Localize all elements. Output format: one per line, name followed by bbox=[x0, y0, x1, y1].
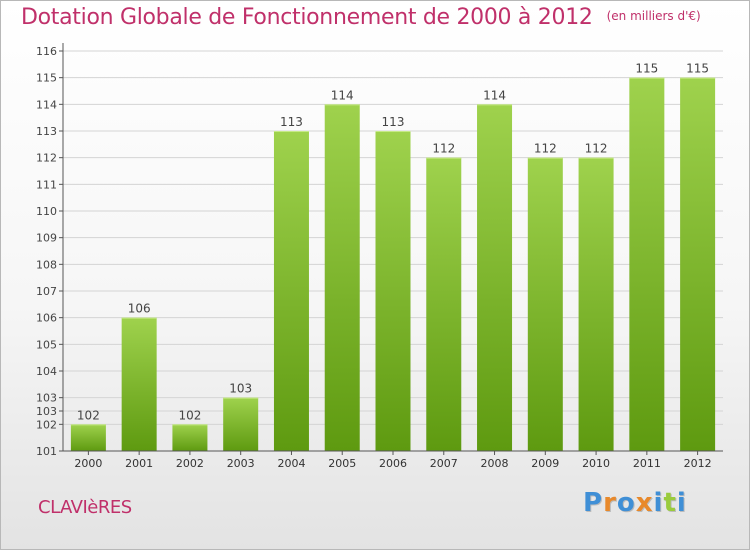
proxiti-logo: Proxiti bbox=[583, 488, 687, 518]
x-tick-label: 2002 bbox=[176, 457, 204, 470]
x-tick-label: 2012 bbox=[684, 457, 712, 470]
y-tick-label: 108 bbox=[36, 258, 57, 271]
bars bbox=[70, 77, 716, 452]
y-tick-label: 116 bbox=[36, 45, 57, 58]
data-label: 112 bbox=[432, 142, 455, 156]
data-label: 115 bbox=[635, 62, 658, 76]
y-tick-label: 115 bbox=[36, 72, 57, 85]
y-tick-label: 101 bbox=[36, 445, 57, 458]
x-tick-label: 2009 bbox=[531, 457, 559, 470]
title-row: Dotation Globale de Fonctionnement de 20… bbox=[21, 5, 701, 30]
data-label: 114 bbox=[483, 88, 506, 102]
axes: 1011021031031041051061071081091101111121… bbox=[36, 43, 723, 470]
brand-letter: i bbox=[676, 488, 687, 518]
bar bbox=[375, 131, 411, 451]
bar bbox=[223, 397, 259, 451]
y-tick-label: 104 bbox=[36, 365, 57, 378]
chart-subtitle: (en milliers d'€) bbox=[606, 9, 701, 23]
y-tick-label: 113 bbox=[36, 125, 57, 138]
y-tick-label: 109 bbox=[36, 232, 57, 245]
bar bbox=[527, 157, 563, 451]
x-tick-label: 2011 bbox=[633, 457, 661, 470]
data-label: 102 bbox=[77, 408, 100, 422]
bar bbox=[273, 131, 309, 451]
data-label: 112 bbox=[585, 142, 608, 156]
bar bbox=[70, 424, 106, 451]
x-tick-label: 2008 bbox=[481, 457, 509, 470]
x-tick-label: 2000 bbox=[74, 457, 102, 470]
commune-name: CLAVIèRES bbox=[38, 497, 132, 518]
brand-letter: r bbox=[603, 488, 617, 518]
bar bbox=[477, 104, 513, 451]
y-tick-label: 102 bbox=[36, 418, 57, 431]
x-tick-label: 2010 bbox=[582, 457, 610, 470]
x-tick-label: 2003 bbox=[227, 457, 255, 470]
x-tick-label: 2004 bbox=[277, 457, 305, 470]
y-tick-label: 103 bbox=[36, 405, 57, 418]
brand-letter: P bbox=[583, 488, 604, 518]
bar bbox=[578, 157, 614, 451]
brand-letter: x bbox=[635, 488, 654, 518]
data-label: 106 bbox=[128, 302, 151, 316]
data-label: 103 bbox=[229, 382, 252, 396]
chart-title: Dotation Globale de Fonctionnement de 20… bbox=[21, 5, 593, 30]
data-labels: 102 106 102 103 113 114 113 112 114 112 112 115 115 bbox=[77, 62, 709, 423]
brand-letter: i bbox=[653, 488, 664, 518]
y-tick-label: 105 bbox=[36, 338, 57, 351]
data-label: 113 bbox=[280, 115, 303, 129]
y-tick-label: 106 bbox=[36, 312, 57, 325]
data-label: 115 bbox=[686, 62, 709, 76]
bar bbox=[172, 424, 208, 451]
data-label: 102 bbox=[178, 408, 201, 422]
data-label: 113 bbox=[382, 115, 405, 129]
bar bbox=[121, 317, 157, 451]
x-tick-label: 2007 bbox=[430, 457, 458, 470]
x-tick-label: 2006 bbox=[379, 457, 407, 470]
data-label: 112 bbox=[534, 142, 557, 156]
x-tick-label: 2001 bbox=[125, 457, 153, 470]
brand-letter: o bbox=[616, 488, 636, 518]
y-tick-label: 103 bbox=[36, 392, 57, 405]
y-tick-label: 112 bbox=[36, 152, 57, 165]
brand-letter: t bbox=[663, 488, 677, 518]
y-tick-label: 111 bbox=[36, 178, 57, 191]
data-label: 114 bbox=[331, 88, 354, 102]
bar bbox=[680, 77, 716, 452]
x-tick-label: 2005 bbox=[328, 457, 356, 470]
bar bbox=[324, 104, 360, 451]
y-tick-label: 107 bbox=[36, 285, 57, 298]
y-tick-label: 114 bbox=[36, 98, 57, 111]
y-tick-label: 110 bbox=[36, 205, 57, 218]
bar bbox=[426, 157, 462, 451]
bar bbox=[629, 77, 665, 452]
